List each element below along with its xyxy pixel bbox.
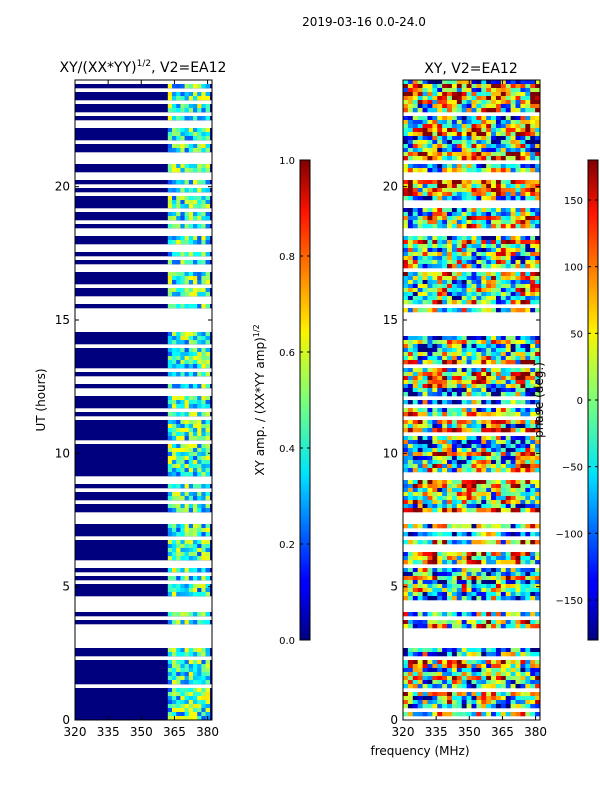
colorbar-tick-label: −100 [556,529,583,540]
right-colorbar: −150 −100 −50 0 50 100 150 phase (deg.) [532,159,599,641]
y-tick-label: 5 [390,580,398,594]
colorbar-tick-label: 1.0 [279,156,295,167]
x-tick-label: 320 [64,725,87,739]
left-colorbar: 0.0 0.2 0.4 0.6 0.8 1.0 XY amp. / (XX*YY amp)… [252,156,311,647]
right-axes: 320 335 350 365 380 0 5 10 15 20 [383,80,547,739]
left-axes-frame [74,79,213,721]
y-tick-label: 15 [55,313,70,327]
y-tick-label: 5 [62,580,70,594]
right-xlabel: frequency (MHz) [370,744,469,758]
x-tick-label: 335 [97,725,120,739]
colorbar-tick-label: 0.2 [279,540,295,551]
y-tick-label: 15 [383,313,398,327]
y-tick-label: 10 [55,446,70,460]
y-tick-label: 0 [62,713,70,727]
colorbar-tick-label: 0.0 [279,636,295,647]
x-tick-label: 380 [196,725,219,739]
colorbar-tick-label: 50 [570,329,583,340]
x-tick-label: 365 [163,725,186,739]
x-tick-label: 335 [425,725,448,739]
colorbar-tick-label: 0.6 [279,348,295,359]
x-tick-label: 350 [130,725,153,739]
right-heatmap-image [403,80,540,717]
colorbar-tick-label: 150 [564,196,583,207]
x-tick-label: 320 [392,725,415,739]
colorbar-tick-label: 100 [564,263,583,274]
colorbar-tick-label: −50 [562,463,583,474]
right-panel-title: XY, V2=EA12 [424,61,518,77]
right-colorbar-ticks: −150 −100 −50 0 50 100 150 [556,196,598,607]
y-tick-label: 10 [383,446,398,460]
colorbar-tick-label: −150 [556,596,583,607]
left-colorbar-ticks: 0.0 0.2 0.4 0.6 0.8 1.0 [279,156,310,647]
left-axes: 320 335 350 365 380 0 5 10 15 20 [55,80,219,739]
left-colorbar-label: XY amp. / (XX*YY amp)1/2 [252,324,267,475]
y-tick-label: 20 [383,180,398,194]
colorbar-tick-label: 0.4 [279,444,295,455]
left-panel-title: XY/(XX*YY)1/2, V2=EA12 [60,59,227,76]
left-colorbar-gradient [299,159,311,641]
x-tick-label: 350 [458,725,481,739]
x-tick-label: 380 [524,725,547,739]
colorbar-tick-label: 0 [577,396,583,407]
left-panel: XY/(XX*YY)1/2, V2=EA12 320 335 350 365 380 0 5… [34,59,226,739]
left-ylabel: UT (hours) [34,368,48,431]
y-tick-label: 0 [390,713,398,727]
right-panel: XY, V2=EA12 320 335 350 365 380 0 5 10 15 20 freq… [370,61,547,758]
figure-suptitle: 2019-03-16 0.0-24.0 [302,15,426,29]
right-colorbar-label: phase (deg.) [532,362,546,438]
x-tick-label: 365 [491,725,514,739]
right-axes-frame [402,79,541,721]
y-tick-label: 20 [55,180,70,194]
colorbar-tick-label: 0.8 [279,252,295,263]
left-heatmap-image [75,84,212,720]
